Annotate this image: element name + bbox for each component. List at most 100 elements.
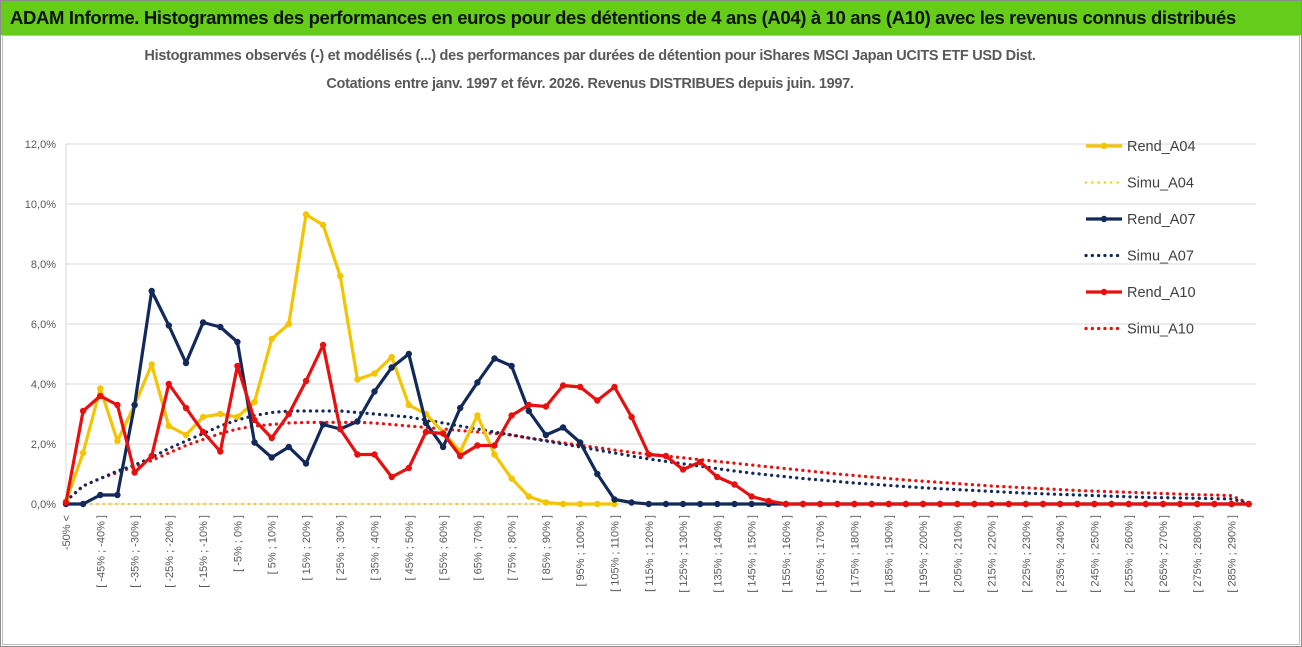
data-point — [79, 449, 87, 457]
x-tick-label: [ 145% ; 150% ] — [747, 515, 759, 593]
data-point — [1056, 500, 1064, 508]
series-rend-a10 — [62, 341, 1252, 508]
data-point — [1074, 500, 1081, 508]
legend-label: Rend_A10 — [1127, 285, 1196, 301]
data-point — [491, 442, 498, 449]
data-point — [919, 500, 927, 508]
y-tick-label: 4,0% — [31, 379, 56, 391]
data-point — [577, 500, 584, 508]
x-tick-label: [ 135% ; 140% ] — [712, 515, 724, 593]
data-point — [714, 500, 721, 508]
data-point — [131, 401, 138, 409]
x-tick-label: [ 45% ; 50% ] — [404, 515, 416, 580]
x-tick-label: [ 115% ; 120% ] — [644, 515, 656, 592]
legend[interactable]: Rend_A04 Simu_A04 Rend_A07 Simu_A07 Rend_A10… — [1084, 139, 1196, 338]
x-tick-label: [ 25% ; 30% ] — [335, 515, 347, 580]
series-simu-a10 — [64, 420, 1251, 505]
data-point — [525, 493, 532, 500]
data-point — [337, 425, 344, 433]
series-line — [64, 343, 1249, 506]
data-point — [251, 398, 258, 406]
x-tick-label: [ 95% ; 100% ] — [575, 515, 587, 587]
data-point — [1091, 500, 1098, 508]
data-point — [697, 458, 704, 466]
data-point — [1108, 500, 1115, 508]
x-tick-label: [ 5% ; 10% ] — [267, 515, 279, 574]
data-point — [405, 350, 412, 358]
data-point — [199, 428, 207, 436]
data-point — [885, 500, 892, 508]
data-point — [182, 431, 190, 439]
data-point — [611, 500, 618, 508]
data-point — [542, 499, 550, 506]
data-point — [251, 416, 258, 424]
x-tick-label: [ 225% ; 230% ] — [1021, 515, 1033, 593]
legend-item[interactable]: Rend_A10 — [1086, 285, 1196, 301]
data-point — [679, 500, 687, 508]
legend-marker — [1100, 142, 1108, 150]
data-point — [645, 500, 652, 508]
data-point — [405, 464, 412, 472]
legend-marker — [1100, 288, 1108, 296]
data-point — [936, 500, 944, 508]
gridlines — [65, 143, 1256, 505]
series-line — [66, 289, 1249, 506]
data-point — [388, 473, 395, 481]
data-point — [319, 341, 327, 349]
data-point — [645, 451, 652, 458]
data-point — [971, 500, 978, 508]
x-tick-label: [ 265% ; 270% ] — [1158, 515, 1170, 593]
data-point — [628, 413, 635, 421]
data-point — [97, 491, 104, 499]
data-point — [114, 491, 121, 499]
x-tick-label: [ 185% ; 190% ] — [884, 515, 896, 593]
x-tick-label: [ 35% ; 40% ] — [370, 515, 382, 580]
data-point — [748, 500, 755, 508]
data-point — [199, 319, 207, 326]
data-point — [388, 364, 395, 371]
data-point — [559, 500, 567, 508]
x-tick-label: [ 105% ; 110% ] — [609, 515, 621, 592]
series-layer — [62, 211, 1252, 508]
data-point — [1245, 500, 1252, 508]
legend-item[interactable]: Rend_A07 — [1086, 212, 1196, 228]
data-point — [79, 500, 87, 508]
data-point — [868, 500, 875, 508]
data-point — [851, 500, 858, 508]
data-point — [988, 500, 995, 508]
data-point — [165, 380, 172, 388]
data-point — [62, 499, 70, 506]
data-point — [1142, 500, 1150, 508]
data-point — [302, 211, 310, 218]
data-point — [799, 500, 807, 508]
data-point — [731, 481, 738, 488]
data-point — [199, 413, 207, 421]
data-point — [474, 412, 481, 419]
y-axis-ticks: 0,0% 2,0% 4,0% 6,0% 8,0% 10,0% 12,0% — [25, 139, 56, 511]
legend-item[interactable]: Rend_A04 — [1086, 139, 1196, 155]
x-tick-label: [ 155% ; 160% ] — [781, 515, 793, 593]
data-point — [542, 431, 550, 439]
x-tick-label: [ 175% ; 180% ] — [849, 515, 861, 593]
data-point — [114, 437, 121, 445]
data-point — [337, 272, 344, 280]
data-point — [217, 323, 224, 331]
data-point — [594, 397, 601, 404]
data-point — [234, 413, 241, 421]
legend-item[interactable]: Simu_A10 — [1084, 322, 1194, 338]
data-point — [765, 497, 772, 505]
data-point — [577, 439, 584, 446]
data-point — [1125, 500, 1132, 508]
legend-item[interactable]: Simu_A04 — [1084, 176, 1194, 192]
data-point — [1039, 500, 1047, 508]
legend-item[interactable]: Simu_A07 — [1084, 249, 1194, 265]
data-point — [577, 383, 584, 391]
data-point — [319, 221, 327, 229]
data-point — [662, 452, 670, 460]
data-point — [251, 439, 258, 446]
data-point — [559, 424, 567, 431]
data-point — [1176, 500, 1184, 508]
data-point — [457, 404, 464, 412]
data-point — [474, 442, 481, 449]
